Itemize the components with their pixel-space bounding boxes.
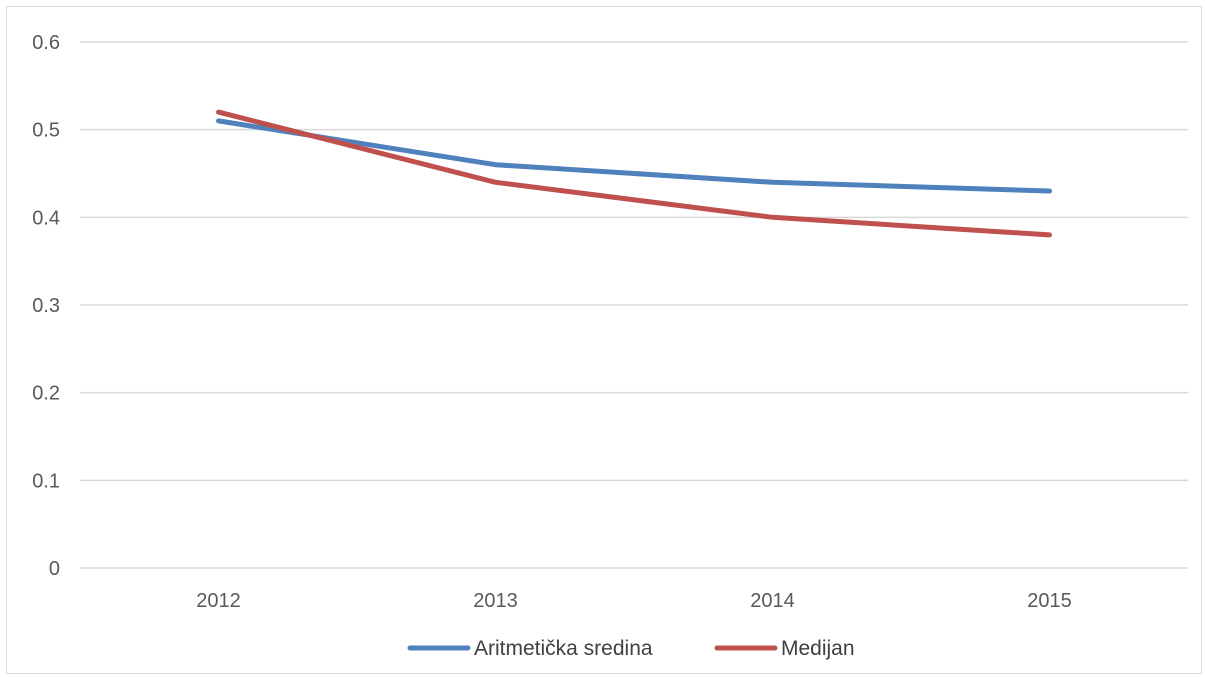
y-tick-label: 0.4 [32,207,60,229]
y-tick-label: 0.1 [32,470,60,492]
legend-label: Aritmetička sredina [474,637,653,660]
series-line-1 [216,109,1052,238]
x-tick-label: 2015 [1027,590,1072,612]
legend-label: Medijan [781,637,855,660]
y-tick-label: 0.3 [32,295,60,317]
y-tick-label: 0 [49,558,60,580]
y-tick-label: 0.5 [32,120,60,142]
legend: Aritmetička sredina Medijan [407,637,855,660]
y-axis: 0 0.1 0.2 0.3 0.4 0.5 0.6 [32,32,60,580]
x-axis: 2012 2013 2014 2015 [196,590,1072,612]
x-tick-label: 2014 [750,590,795,612]
x-tick-label: 2012 [196,590,241,612]
gridlines [80,41,1188,569]
series-line-0 [216,118,1052,194]
x-tick-label: 2013 [473,590,518,612]
y-tick-label: 0.6 [32,32,60,54]
series-lines [216,109,1052,238]
y-tick-label: 0.2 [32,383,60,405]
chart-frame [6,6,1202,674]
